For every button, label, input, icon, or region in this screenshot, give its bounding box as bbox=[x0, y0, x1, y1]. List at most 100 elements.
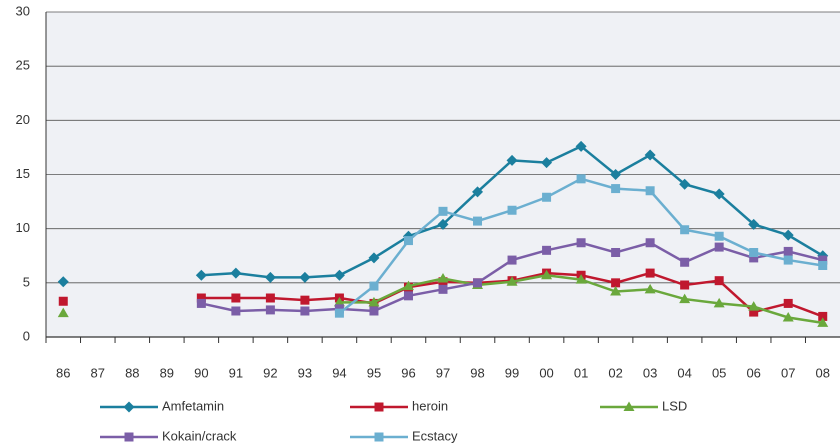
data-point bbox=[713, 188, 725, 200]
data-point bbox=[818, 311, 828, 321]
legend-label: Ecstacy bbox=[412, 428, 458, 443]
data-point bbox=[713, 297, 725, 308]
x-tick-label: 95 bbox=[367, 365, 381, 380]
x-tick-label: 07 bbox=[781, 365, 795, 380]
data-point bbox=[403, 291, 413, 301]
data-point bbox=[575, 274, 587, 284]
data-point bbox=[195, 269, 207, 281]
legend-label: Kokain/crack bbox=[162, 428, 237, 443]
x-tick-label: 87 bbox=[91, 365, 105, 380]
x-tick-label: 90 bbox=[194, 365, 208, 380]
data-point bbox=[473, 278, 483, 288]
data-point bbox=[611, 278, 621, 288]
x-tick-label: 99 bbox=[505, 365, 519, 380]
legend-marker bbox=[623, 401, 635, 411]
y-tick-label: 0 bbox=[23, 328, 30, 343]
x-tick-label: 97 bbox=[436, 365, 450, 380]
data-point bbox=[265, 305, 275, 315]
data-point bbox=[680, 280, 690, 290]
data-point bbox=[57, 276, 69, 288]
data-point bbox=[783, 298, 793, 308]
x-tick-label: 91 bbox=[229, 365, 243, 380]
data-point bbox=[714, 276, 724, 286]
data-point bbox=[576, 238, 586, 248]
data-point bbox=[369, 306, 379, 316]
data-point bbox=[644, 149, 656, 161]
x-tick-label: 03 bbox=[643, 365, 657, 380]
data-point bbox=[196, 293, 206, 303]
data-point bbox=[818, 255, 828, 265]
x-tick-label: 08 bbox=[816, 365, 830, 380]
data-point bbox=[507, 205, 517, 215]
x-tick-label: 94 bbox=[332, 365, 346, 380]
x-tick-label: 04 bbox=[677, 365, 691, 380]
data-point bbox=[749, 248, 759, 257]
data-point bbox=[230, 267, 242, 279]
data-point bbox=[507, 255, 517, 265]
legend-marker bbox=[123, 401, 135, 413]
x-tick-label: 98 bbox=[470, 365, 484, 380]
data-point bbox=[264, 271, 276, 283]
data-point bbox=[57, 307, 69, 318]
data-point bbox=[714, 231, 724, 241]
data-point bbox=[542, 245, 552, 255]
data-point bbox=[300, 295, 310, 305]
x-tick-label: 96 bbox=[401, 365, 415, 380]
data-point bbox=[575, 140, 587, 152]
data-point bbox=[611, 248, 621, 257]
x-tick-label: 88 bbox=[125, 365, 139, 380]
data-point bbox=[817, 317, 829, 327]
x-tick-label: 05 bbox=[712, 365, 726, 380]
data-point bbox=[231, 306, 241, 316]
data-point bbox=[369, 281, 379, 291]
x-tick-label: 01 bbox=[574, 365, 588, 380]
data-point bbox=[680, 225, 690, 235]
data-point bbox=[541, 269, 553, 280]
data-point bbox=[679, 178, 691, 190]
data-point bbox=[644, 283, 656, 294]
x-tick-label: 92 bbox=[263, 365, 277, 380]
data-point bbox=[645, 238, 655, 248]
y-tick-label: 15 bbox=[16, 166, 30, 181]
data-point bbox=[472, 186, 484, 198]
data-point bbox=[679, 293, 691, 304]
data-point bbox=[782, 312, 794, 322]
y-tick-label: 30 bbox=[16, 3, 30, 18]
legend-label: heroin bbox=[412, 398, 448, 413]
data-point bbox=[473, 216, 483, 226]
data-point bbox=[749, 307, 759, 317]
data-point bbox=[333, 296, 345, 307]
x-tick-label: 00 bbox=[539, 365, 553, 380]
data-point bbox=[610, 169, 622, 180]
data-point bbox=[437, 273, 449, 283]
data-point bbox=[783, 255, 793, 265]
legend-label: LSD bbox=[662, 398, 687, 413]
data-point bbox=[506, 154, 518, 166]
data-point bbox=[610, 286, 622, 296]
data-point bbox=[333, 269, 345, 281]
data-point bbox=[783, 246, 793, 256]
legend-marker bbox=[374, 402, 384, 412]
data-point bbox=[541, 157, 553, 169]
data-point bbox=[645, 186, 655, 196]
data-point bbox=[437, 218, 449, 230]
data-point bbox=[749, 253, 759, 263]
data-point bbox=[231, 293, 241, 303]
data-point bbox=[368, 296, 380, 307]
data-point bbox=[714, 242, 724, 252]
x-tick-label: 06 bbox=[746, 365, 760, 380]
x-tick-label: 93 bbox=[298, 365, 312, 380]
data-point bbox=[368, 252, 380, 264]
data-point bbox=[576, 174, 586, 184]
data-point bbox=[645, 268, 655, 278]
y-tick-label: 25 bbox=[16, 58, 30, 73]
data-point bbox=[438, 284, 448, 294]
legend-marker bbox=[124, 432, 134, 442]
data-point bbox=[403, 236, 413, 246]
legend-marker bbox=[374, 432, 384, 442]
data-point bbox=[196, 298, 206, 308]
data-point bbox=[506, 276, 518, 286]
x-tick-label: 89 bbox=[160, 365, 174, 380]
data-point bbox=[782, 229, 794, 241]
